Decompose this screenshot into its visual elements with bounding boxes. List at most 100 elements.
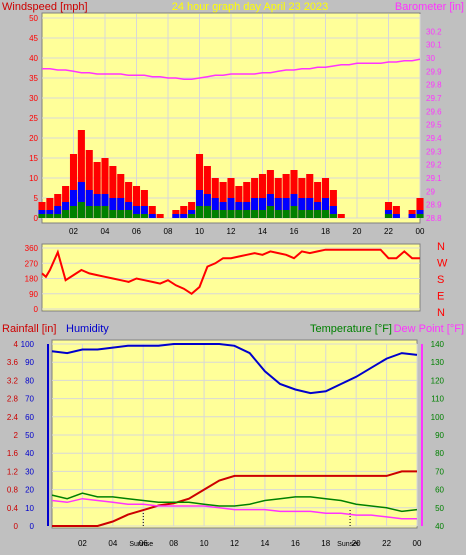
- rain-tick-label: 0: [14, 522, 19, 531]
- humidity-tick-label: 90: [25, 358, 34, 367]
- average-bar: [140, 206, 148, 218]
- humidity-tick-label: 100: [21, 340, 35, 349]
- wind-x-tick-label: 10: [195, 227, 204, 236]
- average-bar: [408, 214, 416, 218]
- temperature-line: [51, 492, 418, 513]
- gust-bar: [148, 206, 156, 218]
- wind-tick-label: 35: [29, 74, 38, 83]
- average-bar: [258, 198, 267, 218]
- average-bar: [180, 214, 188, 218]
- barometer-tick-label: 29.8: [426, 81, 442, 90]
- low-bar: [243, 210, 251, 218]
- direction-tick-label: 360: [25, 244, 39, 253]
- humidity-x-tick-label: 22: [382, 539, 391, 548]
- direction-line: [41, 248, 420, 296]
- gust-bar: [180, 206, 188, 218]
- average-bar: [282, 198, 290, 218]
- gust-bar: [85, 150, 93, 218]
- low-bar: [235, 210, 243, 218]
- humidity-x-tick-label: 04: [108, 539, 117, 548]
- temp-tick-label: 80: [435, 449, 444, 458]
- low-bar: [38, 214, 46, 218]
- average-bar: [306, 198, 314, 218]
- barometer-tick-label: 29.6: [426, 107, 442, 116]
- barometer-axis-label: Barometer [in]: [395, 1, 464, 13]
- wind-tick-label: 5: [34, 194, 39, 203]
- wind-x-tick-label: 04: [101, 227, 110, 236]
- barometer-tick-label: 30.2: [426, 27, 442, 36]
- barometer-tick-label: 28.9: [426, 201, 442, 210]
- low-bar: [219, 210, 227, 218]
- barometer-tick-label: 29: [426, 187, 435, 196]
- barometer-tick-label: 29.7: [426, 94, 442, 103]
- rain-tick-label: 2: [14, 431, 19, 440]
- gust-bar: [69, 154, 78, 218]
- barometer-tick-label: 29.9: [426, 67, 442, 76]
- compass-label: E: [437, 291, 444, 303]
- wind-x-tick-label: 08: [164, 227, 173, 236]
- gust-bar: [93, 162, 101, 218]
- low-bar: [85, 206, 93, 218]
- temp-tick-label: 130: [431, 358, 445, 367]
- rain-tick-label: 3.2: [7, 376, 19, 385]
- wind-tick-label: 30: [29, 94, 38, 103]
- average-bar: [392, 214, 400, 218]
- gust-bar: [203, 166, 211, 218]
- wind-tick-label: 20: [29, 134, 38, 143]
- gust-bar: [195, 154, 204, 218]
- barometer-tick-label: 30: [426, 54, 435, 63]
- wind-x-tick-label: 20: [353, 227, 362, 236]
- rain-tick-label: 0.4: [7, 504, 19, 513]
- barometer-line: [42, 58, 421, 81]
- rain-tick-label: 3.6: [7, 358, 19, 367]
- average-bar: [148, 214, 156, 218]
- low-bar: [290, 206, 298, 218]
- wind-tick-label: 50: [29, 14, 38, 23]
- low-bar: [274, 210, 282, 218]
- average-bar: [321, 198, 330, 218]
- humidity-x-tick-label: 12: [230, 539, 239, 548]
- direction-tick-label: 90: [29, 290, 38, 299]
- rain-tick-label: 0.8: [7, 486, 19, 495]
- wind-x-tick-label: 00: [416, 227, 425, 236]
- gust-bar: [306, 174, 314, 218]
- sun-marker-label: Sunset: [337, 541, 359, 548]
- rain-tick-label: 1.6: [7, 449, 19, 458]
- average-bar: [227, 198, 235, 218]
- low-bar: [132, 214, 141, 218]
- wind-x-tick-label: 22: [384, 227, 393, 236]
- humidity-tick-label: 50: [25, 431, 34, 440]
- compass-label: N: [437, 307, 445, 319]
- low-bar: [416, 214, 424, 218]
- gust-bar: [101, 158, 109, 218]
- humidity-tick-label: 10: [25, 504, 34, 513]
- humidity-x-tick-label: 08: [169, 539, 178, 548]
- low-bar: [46, 214, 54, 218]
- humidity-tick-label: 0: [30, 522, 35, 531]
- humidity-tick-label: 80: [25, 376, 34, 385]
- rainfall-line: [52, 470, 417, 527]
- wind-x-tick-label: 02: [69, 227, 78, 236]
- wind-x-tick-label: 18: [321, 227, 330, 236]
- low-bar: [62, 210, 70, 218]
- gust-bar: [392, 206, 400, 218]
- gust-bar: [282, 174, 290, 218]
- barometer-tick-label: 29.2: [426, 161, 442, 170]
- gust-bar: [140, 190, 148, 218]
- low-bar: [117, 210, 125, 218]
- temp-tick-label: 50: [435, 504, 444, 513]
- barometer-tick-label: 29.1: [426, 174, 442, 183]
- gust-bar: [243, 182, 251, 218]
- humidity-x-tick-label: 14: [260, 539, 269, 548]
- low-bar: [298, 210, 306, 218]
- average-bar: [54, 206, 62, 218]
- low-bar: [69, 206, 78, 218]
- dewpoint-axis-label: Dew Point [°F]: [394, 323, 464, 335]
- rain-tick-label: 2.8: [7, 395, 19, 404]
- gust-bar: [125, 182, 133, 218]
- low-bar: [211, 210, 219, 218]
- average-bar: [211, 198, 219, 218]
- temp-tick-label: 40: [435, 522, 444, 531]
- average-bar: [132, 206, 141, 218]
